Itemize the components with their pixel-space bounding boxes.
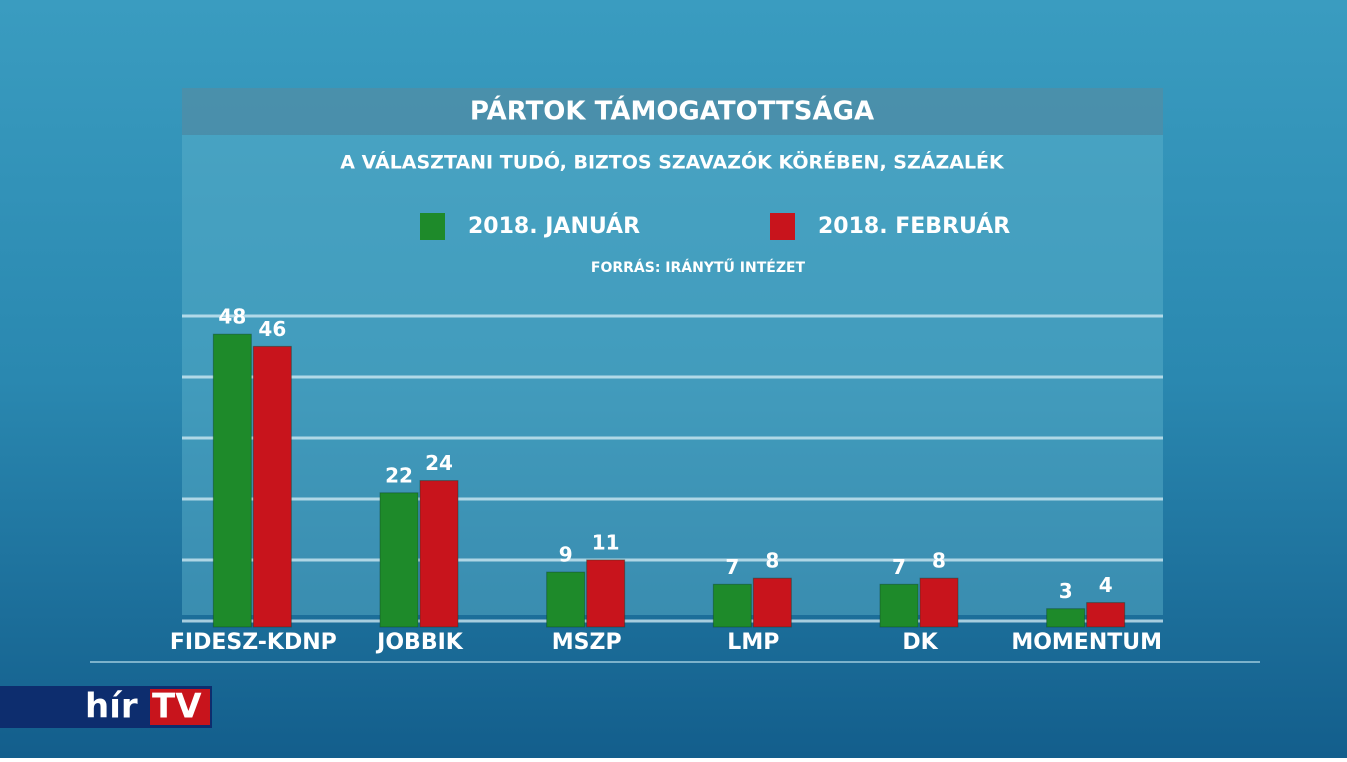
bar	[586, 559, 626, 628]
value-label: 48	[218, 305, 246, 329]
chart-subtitle: A VÁLASZTANI TUDÓ, BIZTOS SZAVAZÓK KÖRÉB…	[340, 150, 1005, 174]
x-tick-label: DK	[902, 630, 938, 655]
value-label: 4	[1099, 573, 1113, 597]
bar	[879, 583, 919, 628]
legend-swatch	[420, 213, 445, 240]
panel	[182, 135, 1163, 615]
legend-label: 2018. FEBRUÁR	[818, 213, 1010, 239]
bar	[919, 577, 959, 628]
bar	[1046, 608, 1086, 628]
source: FORRÁS: IRÁNYTŰ INTÉZET	[591, 258, 806, 276]
logo-left: hír	[85, 687, 138, 727]
legend-swatch	[770, 213, 795, 240]
x-tick-label: LMP	[727, 630, 779, 655]
chart-title: PÁRTOK TÁMOGATOTTSÁGA	[470, 95, 874, 127]
value-label: 11	[592, 530, 620, 554]
value-label: 8	[765, 549, 779, 573]
value-label: 9	[559, 543, 573, 567]
bar	[212, 333, 252, 628]
bar	[252, 345, 292, 628]
logo-right: TV	[152, 687, 202, 727]
x-tick-label: MSZP	[552, 630, 622, 655]
bar	[752, 577, 792, 628]
x-tick-label: MOMENTUM	[1011, 630, 1162, 655]
bar	[1086, 602, 1126, 628]
value-label: 46	[258, 317, 286, 341]
value-label: 7	[725, 555, 739, 579]
bar	[712, 583, 752, 628]
logo-box	[150, 689, 210, 725]
bar	[419, 480, 459, 628]
value-label: 7	[892, 555, 906, 579]
legend-label: 2018. JANUÁR	[468, 213, 640, 239]
title-bar	[182, 88, 1163, 135]
value-label: 3	[1059, 579, 1073, 603]
bar	[379, 492, 419, 628]
x-tick-label: JOBBIK	[375, 630, 464, 655]
bar	[546, 571, 586, 628]
x-tick-label: FIDESZ-KDNP	[170, 630, 337, 655]
value-label: 24	[425, 451, 453, 475]
value-label: 8	[932, 549, 946, 573]
value-label: 22	[385, 463, 413, 487]
